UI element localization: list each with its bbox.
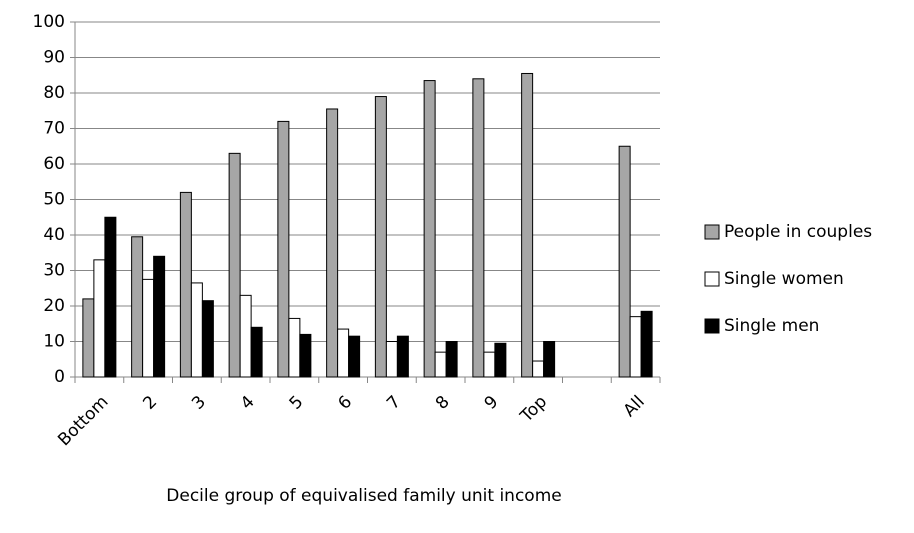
bar bbox=[93, 259, 106, 378]
bar bbox=[153, 255, 166, 378]
bar bbox=[299, 333, 312, 378]
x-tick-label: Top bbox=[516, 392, 551, 427]
bar bbox=[277, 120, 290, 378]
legend-swatch bbox=[704, 271, 720, 287]
y-tick-label: 20 bbox=[43, 296, 65, 316]
bar bbox=[250, 326, 263, 378]
x-tick-label: 4 bbox=[237, 392, 259, 414]
bar bbox=[385, 341, 398, 378]
x-tick-label: Bottom bbox=[54, 392, 112, 450]
bar bbox=[374, 96, 387, 378]
bar bbox=[201, 300, 214, 378]
bar bbox=[423, 80, 436, 378]
y-tick-label: 60 bbox=[43, 154, 65, 174]
y-tick-label: 30 bbox=[43, 261, 65, 281]
bar bbox=[82, 298, 95, 378]
bar bbox=[131, 236, 144, 378]
y-tick-label: 90 bbox=[43, 48, 65, 68]
bar bbox=[445, 341, 458, 378]
legend-label: People in couples bbox=[724, 222, 872, 242]
y-tick-label: 50 bbox=[43, 190, 65, 210]
bar bbox=[142, 278, 155, 378]
bar bbox=[618, 145, 631, 378]
y-tick-label: 40 bbox=[43, 225, 65, 245]
x-tick-label: All bbox=[620, 392, 649, 421]
bar bbox=[179, 191, 192, 378]
legend-swatch bbox=[704, 318, 720, 334]
bar bbox=[228, 152, 241, 378]
bar bbox=[326, 108, 339, 378]
bar bbox=[434, 351, 447, 378]
y-tick-label: 10 bbox=[43, 332, 65, 352]
bar bbox=[190, 282, 203, 378]
bar bbox=[521, 72, 534, 378]
bar bbox=[629, 316, 642, 378]
bar bbox=[483, 351, 496, 378]
x-tick-label: 6 bbox=[334, 392, 356, 414]
legend-swatch bbox=[704, 224, 720, 240]
x-tick-label: 9 bbox=[481, 392, 503, 414]
bar bbox=[104, 216, 117, 378]
x-axis-title: Decile group of equivalised family unit … bbox=[166, 486, 561, 506]
x-tick-label: 8 bbox=[432, 392, 454, 414]
x-tick-label: 3 bbox=[188, 392, 210, 414]
bar bbox=[472, 78, 485, 378]
bar bbox=[239, 294, 252, 378]
legend-label: Single women bbox=[724, 269, 844, 289]
y-tick-label: 0 bbox=[54, 367, 65, 387]
bar bbox=[494, 342, 507, 378]
x-tick-label: 2 bbox=[139, 392, 161, 414]
x-tick-label: 7 bbox=[383, 392, 405, 414]
bar bbox=[348, 335, 361, 378]
legend-label: Single men bbox=[724, 316, 819, 336]
bar bbox=[543, 341, 556, 378]
y-tick-label: 80 bbox=[43, 83, 65, 103]
bar bbox=[288, 317, 301, 378]
bar bbox=[640, 310, 653, 378]
x-tick-label: 5 bbox=[286, 392, 308, 414]
bar bbox=[337, 328, 350, 378]
bar bbox=[532, 360, 545, 378]
y-tick-label: 70 bbox=[43, 119, 65, 139]
y-tick-label: 100 bbox=[33, 12, 65, 32]
bar bbox=[396, 335, 409, 378]
